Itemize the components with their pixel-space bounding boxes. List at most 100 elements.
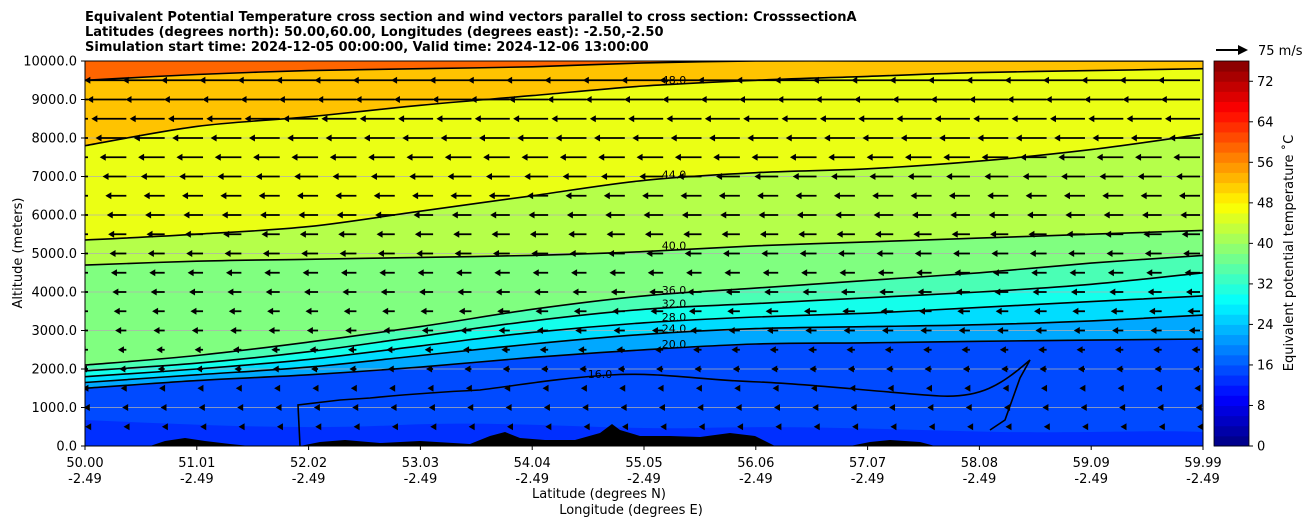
wind-vector [133,134,165,142]
wind-vector [163,96,204,103]
wind-vector [112,288,127,296]
wind-vector [1001,365,1009,373]
wind-vector [1088,115,1124,123]
colorbar-band [1214,142,1249,153]
colorbar-band [1214,61,1249,72]
wind-vector [880,307,894,315]
wind-vector [882,327,894,334]
wind-vector [927,404,934,411]
wind-vector [613,327,625,334]
fill-band-48 [85,61,1203,146]
wind-vector [994,288,1009,296]
wind-vector [1165,115,1200,123]
wind-vector [527,192,549,200]
wind-vector [828,153,855,161]
wind-vector [1197,423,1203,431]
wind-vector [686,269,702,277]
wind-vector [406,153,434,161]
wind-vector [1004,404,1011,411]
colorbar-band [1214,273,1249,285]
wind-vector [803,307,817,315]
wind-vector [1027,211,1047,219]
wind-vector [297,192,319,200]
wind-vector [217,173,242,180]
y-tick-label: 0.0 [56,440,77,455]
wind-vector [413,211,434,219]
plot-area: 20.024.028.032.036.040.044.048.056.016.0 [85,61,1203,446]
wind-vector [578,346,587,354]
contour-label-24: 24.0 [662,322,687,335]
x-tick-label-lon: -2.49 [404,472,438,487]
wind-vector [1007,96,1047,103]
wind-vector [1135,153,1162,161]
wind-vector [656,365,664,373]
wind-vector [977,134,1009,142]
quiver-key-label: 75 m/s [1258,44,1303,59]
wind-vector [651,327,664,334]
wind-vector [379,269,395,277]
wind-vector [1068,250,1085,257]
wind-vector [444,153,472,161]
y-tick-label: 2000.0 [32,363,78,378]
wind-vector [727,307,740,315]
wind-vector [498,327,510,334]
wind-vector [156,346,165,354]
wind-vector [276,76,319,84]
x-tick-label-lat: 54.04 [514,456,551,471]
wind-vector [547,96,587,103]
wind-vector [517,134,549,142]
wind-vector [190,307,204,315]
wind-vector [1032,288,1047,296]
wind-vector [345,327,357,334]
wind-vector [483,153,510,161]
wind-vector [992,269,1009,277]
wind-vector [187,269,204,277]
wind-vector [197,384,204,392]
terrain-shape [85,424,935,446]
colorbar-band [1214,233,1249,244]
x-tick-label-lat: 56.06 [737,456,774,471]
x-tick-label-lon: -2.49 [1186,472,1220,487]
x-tick-label-lat: 57.07 [849,456,886,471]
wind-vector [508,96,549,103]
wind-vector [774,76,817,84]
wind-vector [85,291,88,293]
wind-vector [925,384,932,392]
wind-vector [339,250,357,257]
wind-vector [341,269,357,277]
wind-vector [579,365,587,373]
wind-vector [1005,423,1012,431]
wind-vector [657,384,664,392]
wind-vector [824,134,855,142]
wind-vector [644,230,664,238]
wind-vector [470,96,510,103]
wind-vector [453,230,472,238]
contour-line-20 [85,338,1203,390]
wind-vector [808,346,817,354]
wind-vector [775,423,782,431]
wind-vector [1002,384,1009,392]
colorbar-band [1214,375,1249,386]
contour-label-20: 20.0 [662,338,687,351]
wind-vector [1072,307,1085,315]
wind-vector [658,404,665,411]
wind-vector [495,288,510,296]
wind-vector [502,365,510,373]
wind-vector [85,156,88,159]
wind-vector [774,404,781,411]
wind-vector [1084,96,1124,103]
wind-vector [1140,192,1162,200]
wind-vector [833,192,855,200]
wind-vector [723,250,740,257]
wind-vector [532,269,549,277]
wind-vector [521,153,549,161]
wind-vector [283,115,319,123]
wind-vector [904,153,932,161]
wind-vector [313,404,320,411]
wind-vector [716,173,740,180]
wind-vector [917,288,932,296]
colorbar-band [1214,81,1249,92]
wind-vector [325,134,357,142]
wind-vector [955,288,970,296]
wind-vector [612,307,625,315]
